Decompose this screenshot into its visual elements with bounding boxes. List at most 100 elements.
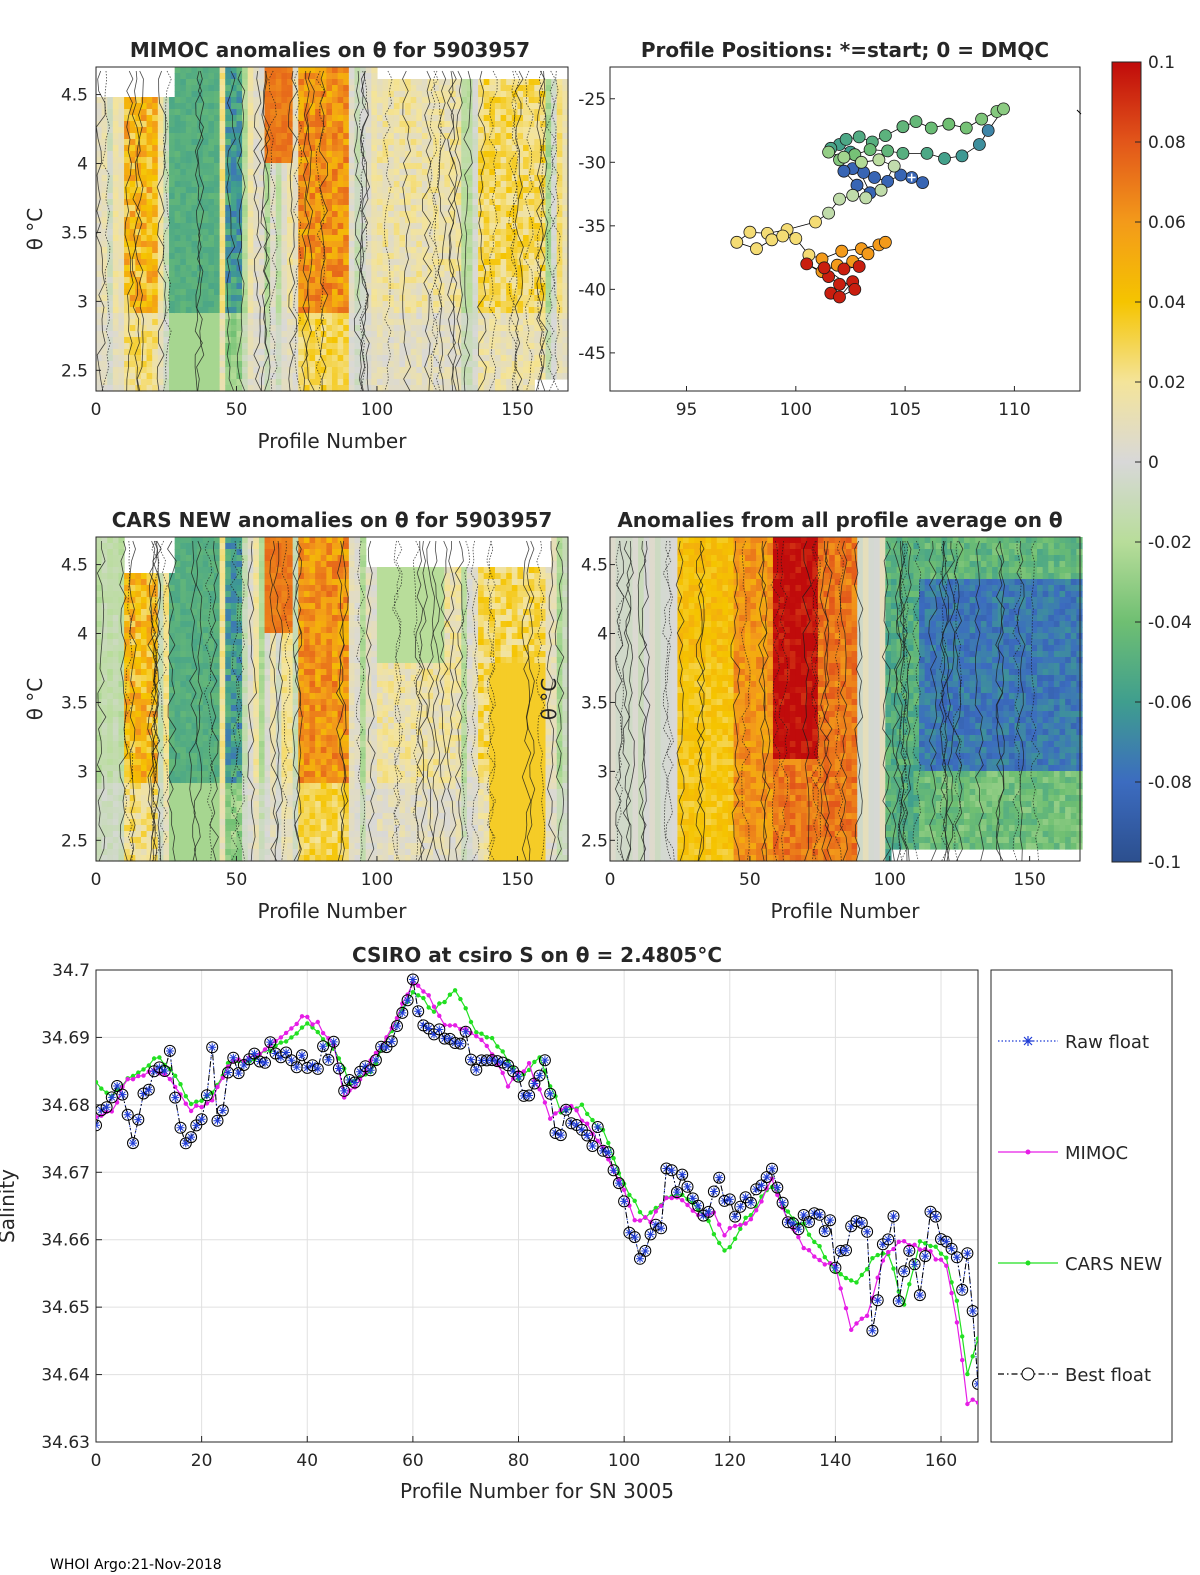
heatmap-cell <box>101 825 108 832</box>
heatmap-cell <box>281 91 288 98</box>
heatmap-cell <box>152 295 159 302</box>
heatmap-cell <box>461 289 468 296</box>
heatmap-cell <box>534 361 541 368</box>
heatmap-cell <box>96 693 103 700</box>
heatmap-cell <box>523 163 530 170</box>
heatmap-cell <box>129 615 136 622</box>
heatmap-cell <box>208 73 215 80</box>
heatmap-cell <box>365 145 372 152</box>
heatmap-cell <box>219 349 226 356</box>
heatmap-cell <box>135 361 142 368</box>
heatmap-cell <box>388 193 395 200</box>
heatmap-cell <box>135 199 142 206</box>
heatmap-cell <box>124 615 131 622</box>
heatmap-cell <box>534 331 541 338</box>
profile-position-marker <box>837 164 851 178</box>
heatmap-cell <box>118 97 125 104</box>
heatmap-cell <box>376 91 384 98</box>
heatmap-cell <box>517 169 524 176</box>
heatmap-cell <box>191 295 198 302</box>
heatmap-cell <box>124 825 131 832</box>
heatmap-cell <box>275 301 283 308</box>
heatmap-cell <box>472 265 479 272</box>
heatmap-cell <box>174 97 181 104</box>
heatmap-cell <box>258 325 266 332</box>
heatmap-cell <box>556 271 563 278</box>
heatmap-cell <box>152 283 159 290</box>
heatmap-cell <box>556 187 563 194</box>
heatmap-cell <box>96 151 103 158</box>
heatmap-cell <box>376 235 384 242</box>
heatmap-cell <box>517 313 524 320</box>
heatmap-cell <box>303 355 311 362</box>
heatmap-cell <box>124 337 131 344</box>
heatmap-cell <box>112 259 120 266</box>
heatmap-cell <box>511 211 519 218</box>
heatmap-cell <box>354 139 361 146</box>
heatmap-cell <box>129 705 136 712</box>
heatmap-cell <box>545 151 552 158</box>
heatmap-cell <box>326 301 333 308</box>
heatmap-cell <box>534 229 541 236</box>
heatmap-cell <box>388 295 395 302</box>
heatmap-cell <box>191 283 198 290</box>
heatmap-cell <box>96 331 103 338</box>
heatmap-cell <box>140 355 148 362</box>
heatmap-cell <box>332 259 339 266</box>
heatmap-cell <box>511 313 519 320</box>
heatmap-cell <box>191 319 198 326</box>
heatmap-cell <box>421 355 429 362</box>
heatmap-cell <box>118 567 125 574</box>
heatmap-cell <box>298 79 305 86</box>
heatmap-cell <box>360 187 367 194</box>
heatmap-cell <box>107 585 114 592</box>
heatmap-cell <box>472 289 479 296</box>
heatmap-cell <box>433 301 440 308</box>
heatmap-cell <box>202 151 209 158</box>
heatmap-cell <box>287 187 294 194</box>
heatmap-cell <box>506 337 513 344</box>
heatmap-cell <box>433 193 440 200</box>
heatmap-cell <box>354 121 361 128</box>
heatmap-cell <box>337 307 344 314</box>
heatmap-cell <box>382 223 389 230</box>
heatmap-cell <box>298 169 305 176</box>
heatmap-cell <box>96 537 103 544</box>
heatmap-cell <box>382 373 389 380</box>
heatmap-cell <box>225 301 232 308</box>
heatmap-cell <box>118 349 125 356</box>
heatmap-cell <box>517 319 524 326</box>
heatmap-cell <box>444 385 451 392</box>
heatmap-cell <box>191 181 198 188</box>
heatmap-cell <box>472 271 479 278</box>
heatmap-cell <box>343 151 350 158</box>
heatmap-cell <box>376 301 384 308</box>
heatmap-cell <box>219 295 226 302</box>
heatmap-cell <box>174 283 181 290</box>
heatmap-cell <box>461 163 468 170</box>
heatmap-cell <box>303 337 311 344</box>
heatmap-cell <box>332 145 339 152</box>
heatmap-cell <box>225 181 232 188</box>
heatmap-cell <box>146 259 153 266</box>
heatmap-cell <box>124 699 131 706</box>
heatmap-cell <box>494 319 502 326</box>
heatmap-cell <box>410 181 417 188</box>
heatmap-cell <box>444 91 451 98</box>
heatmap-cell <box>528 373 535 380</box>
heatmap-cell <box>157 313 165 320</box>
heatmap-cell <box>118 133 125 140</box>
heatmap-cell <box>202 373 209 380</box>
heatmap-cell <box>365 271 372 278</box>
heatmap-cell <box>185 385 193 392</box>
heatmap-cell <box>472 247 479 254</box>
heatmap-cell <box>348 283 356 290</box>
heatmap-cell <box>393 331 401 338</box>
heatmap-cell <box>461 127 468 134</box>
heatmap-cell <box>337 85 344 92</box>
heatmap-cell <box>315 115 322 122</box>
heatmap-cell <box>107 651 114 658</box>
heatmap-cell <box>169 367 176 374</box>
heatmap-cell <box>157 157 165 164</box>
heatmap-cell <box>124 169 131 176</box>
